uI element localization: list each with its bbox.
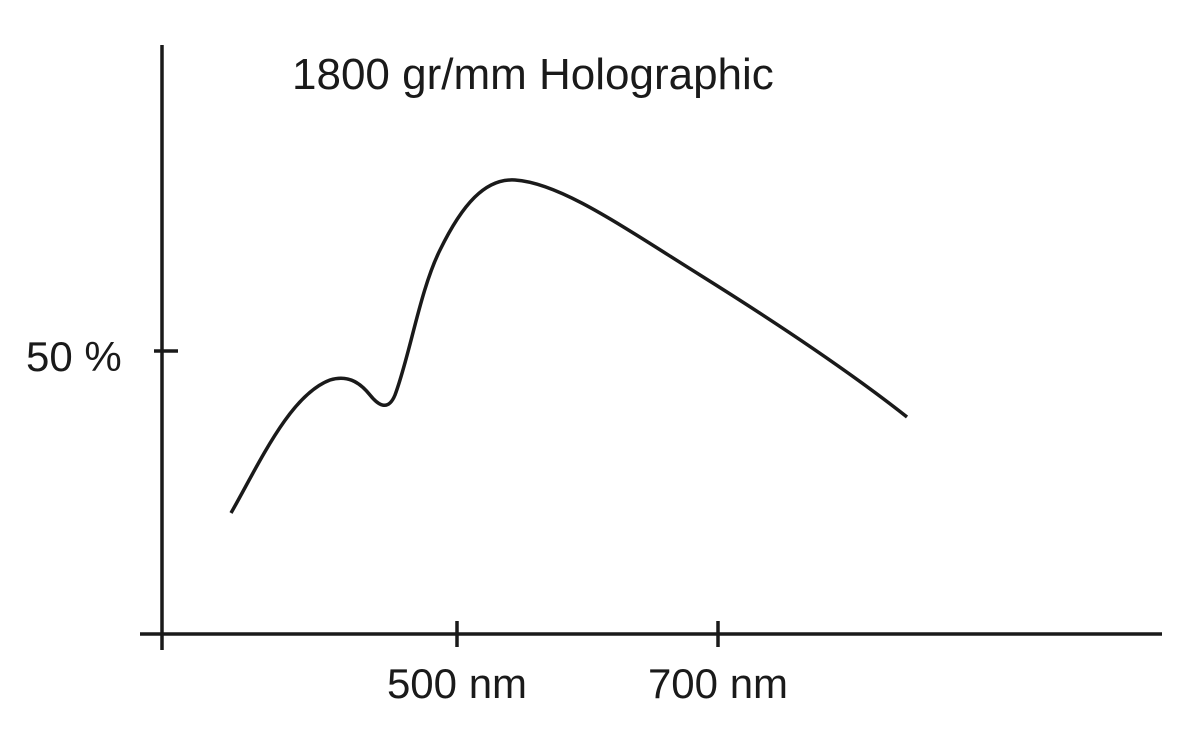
y-tick-label-50: 50 % — [26, 333, 122, 380]
chart-title: 1800 gr/mm Holographic — [292, 50, 774, 99]
x-tick-label-500: 500 nm — [386, 660, 528, 707]
efficiency-curve — [229, 178, 909, 514]
x-tick-label-700: 700 nm — [647, 660, 789, 707]
